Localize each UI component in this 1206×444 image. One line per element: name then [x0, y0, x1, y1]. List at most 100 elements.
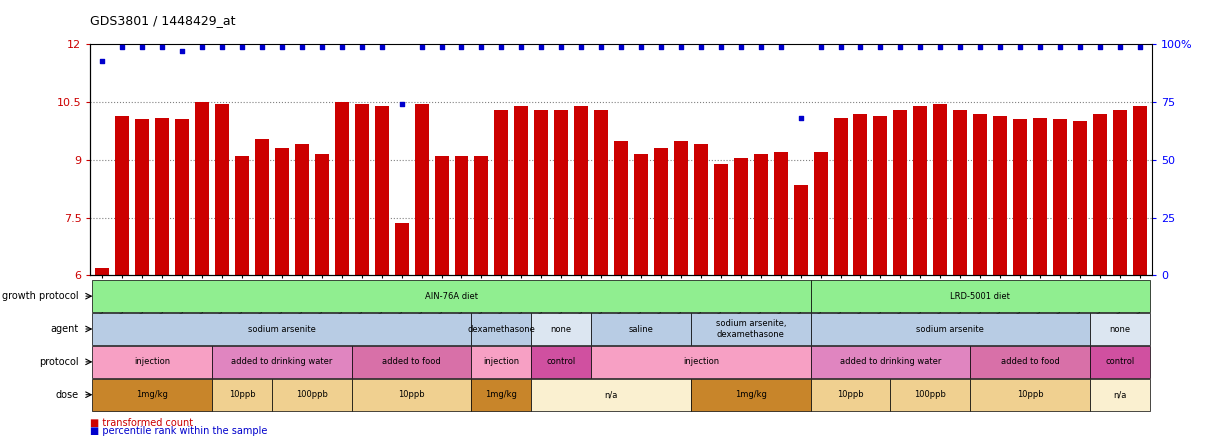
Point: [751, 43, 771, 50]
Bar: [913, 106, 927, 275]
Bar: [614, 141, 628, 275]
Point: [850, 43, 870, 50]
Point: [651, 43, 671, 50]
Text: 10ppb: 10ppb: [1017, 390, 1043, 399]
Point: [810, 43, 830, 50]
Bar: [515, 106, 528, 275]
Text: added to food: added to food: [1001, 357, 1059, 366]
Point: [373, 43, 392, 50]
Point: [392, 101, 411, 108]
Point: [332, 43, 351, 50]
Text: control: control: [1105, 357, 1135, 366]
Bar: [754, 154, 768, 275]
Text: none: none: [551, 325, 572, 333]
Text: protocol: protocol: [39, 357, 78, 367]
Text: 1mg/kg: 1mg/kg: [136, 390, 168, 399]
Text: sodium arsenite,
dexamethasone: sodium arsenite, dexamethasone: [715, 319, 786, 339]
Text: dose: dose: [55, 390, 78, 400]
Bar: [833, 118, 848, 275]
Point: [352, 43, 371, 50]
Point: [312, 43, 332, 50]
Bar: [894, 110, 907, 275]
Text: none: none: [1110, 325, 1130, 333]
Bar: [474, 156, 488, 275]
Bar: [1034, 118, 1047, 275]
Point: [551, 43, 570, 50]
Bar: [534, 110, 549, 275]
Bar: [175, 119, 189, 275]
Text: added to drinking water: added to drinking water: [839, 357, 941, 366]
Text: ■ transformed count: ■ transformed count: [90, 418, 194, 428]
Bar: [95, 268, 110, 275]
Point: [891, 43, 911, 50]
Point: [472, 43, 491, 50]
Point: [93, 57, 112, 64]
Text: 10ppb: 10ppb: [398, 390, 425, 399]
Point: [233, 43, 252, 50]
Point: [172, 48, 192, 55]
Point: [511, 43, 531, 50]
Text: injection: injection: [134, 357, 170, 366]
Point: [412, 43, 432, 50]
Bar: [1132, 106, 1147, 275]
Point: [572, 43, 591, 50]
Point: [691, 43, 710, 50]
Text: injection: injection: [683, 357, 719, 366]
Bar: [714, 164, 727, 275]
Point: [672, 43, 691, 50]
Point: [712, 43, 731, 50]
Text: GDS3801 / 1448429_at: GDS3801 / 1448429_at: [90, 14, 236, 27]
Bar: [135, 119, 150, 275]
Bar: [1053, 119, 1067, 275]
Bar: [933, 104, 947, 275]
Bar: [1013, 119, 1028, 275]
Bar: [953, 110, 967, 275]
Text: AIN-76A diet: AIN-76A diet: [425, 292, 478, 301]
Point: [1111, 43, 1130, 50]
Bar: [375, 106, 388, 275]
Text: n/a: n/a: [604, 390, 617, 399]
Point: [831, 43, 850, 50]
Point: [452, 43, 472, 50]
Text: dexamethasone: dexamethasone: [468, 325, 535, 333]
Point: [112, 43, 131, 50]
Text: saline: saline: [628, 325, 654, 333]
Point: [1130, 43, 1149, 50]
Bar: [494, 110, 509, 275]
Bar: [654, 148, 668, 275]
Bar: [235, 156, 250, 275]
Text: LRD-5001 diet: LRD-5001 diet: [950, 292, 1011, 301]
Bar: [1073, 121, 1087, 275]
Bar: [1093, 114, 1107, 275]
Bar: [814, 152, 827, 275]
Text: added to food: added to food: [382, 357, 441, 366]
Point: [791, 115, 810, 122]
Bar: [116, 115, 129, 275]
Bar: [634, 154, 648, 275]
Text: added to drinking water: added to drinking water: [232, 357, 333, 366]
Bar: [674, 141, 687, 275]
Text: 1mg/kg: 1mg/kg: [734, 390, 767, 399]
Bar: [355, 104, 369, 275]
Text: sodium arsenite: sodium arsenite: [917, 325, 984, 333]
Bar: [873, 115, 888, 275]
Point: [931, 43, 950, 50]
Bar: [993, 115, 1007, 275]
Point: [193, 43, 212, 50]
Bar: [854, 114, 867, 275]
Text: control: control: [546, 357, 576, 366]
Point: [1011, 43, 1030, 50]
Text: agent: agent: [51, 324, 78, 334]
Point: [911, 43, 930, 50]
Point: [632, 43, 651, 50]
Text: n/a: n/a: [1113, 390, 1126, 399]
Point: [212, 43, 232, 50]
Text: 10ppb: 10ppb: [229, 390, 256, 399]
Point: [871, 43, 890, 50]
Point: [532, 43, 551, 50]
Text: injection: injection: [484, 357, 520, 366]
Bar: [1113, 110, 1126, 275]
Point: [153, 43, 172, 50]
Bar: [574, 106, 589, 275]
Text: growth protocol: growth protocol: [1, 291, 78, 301]
